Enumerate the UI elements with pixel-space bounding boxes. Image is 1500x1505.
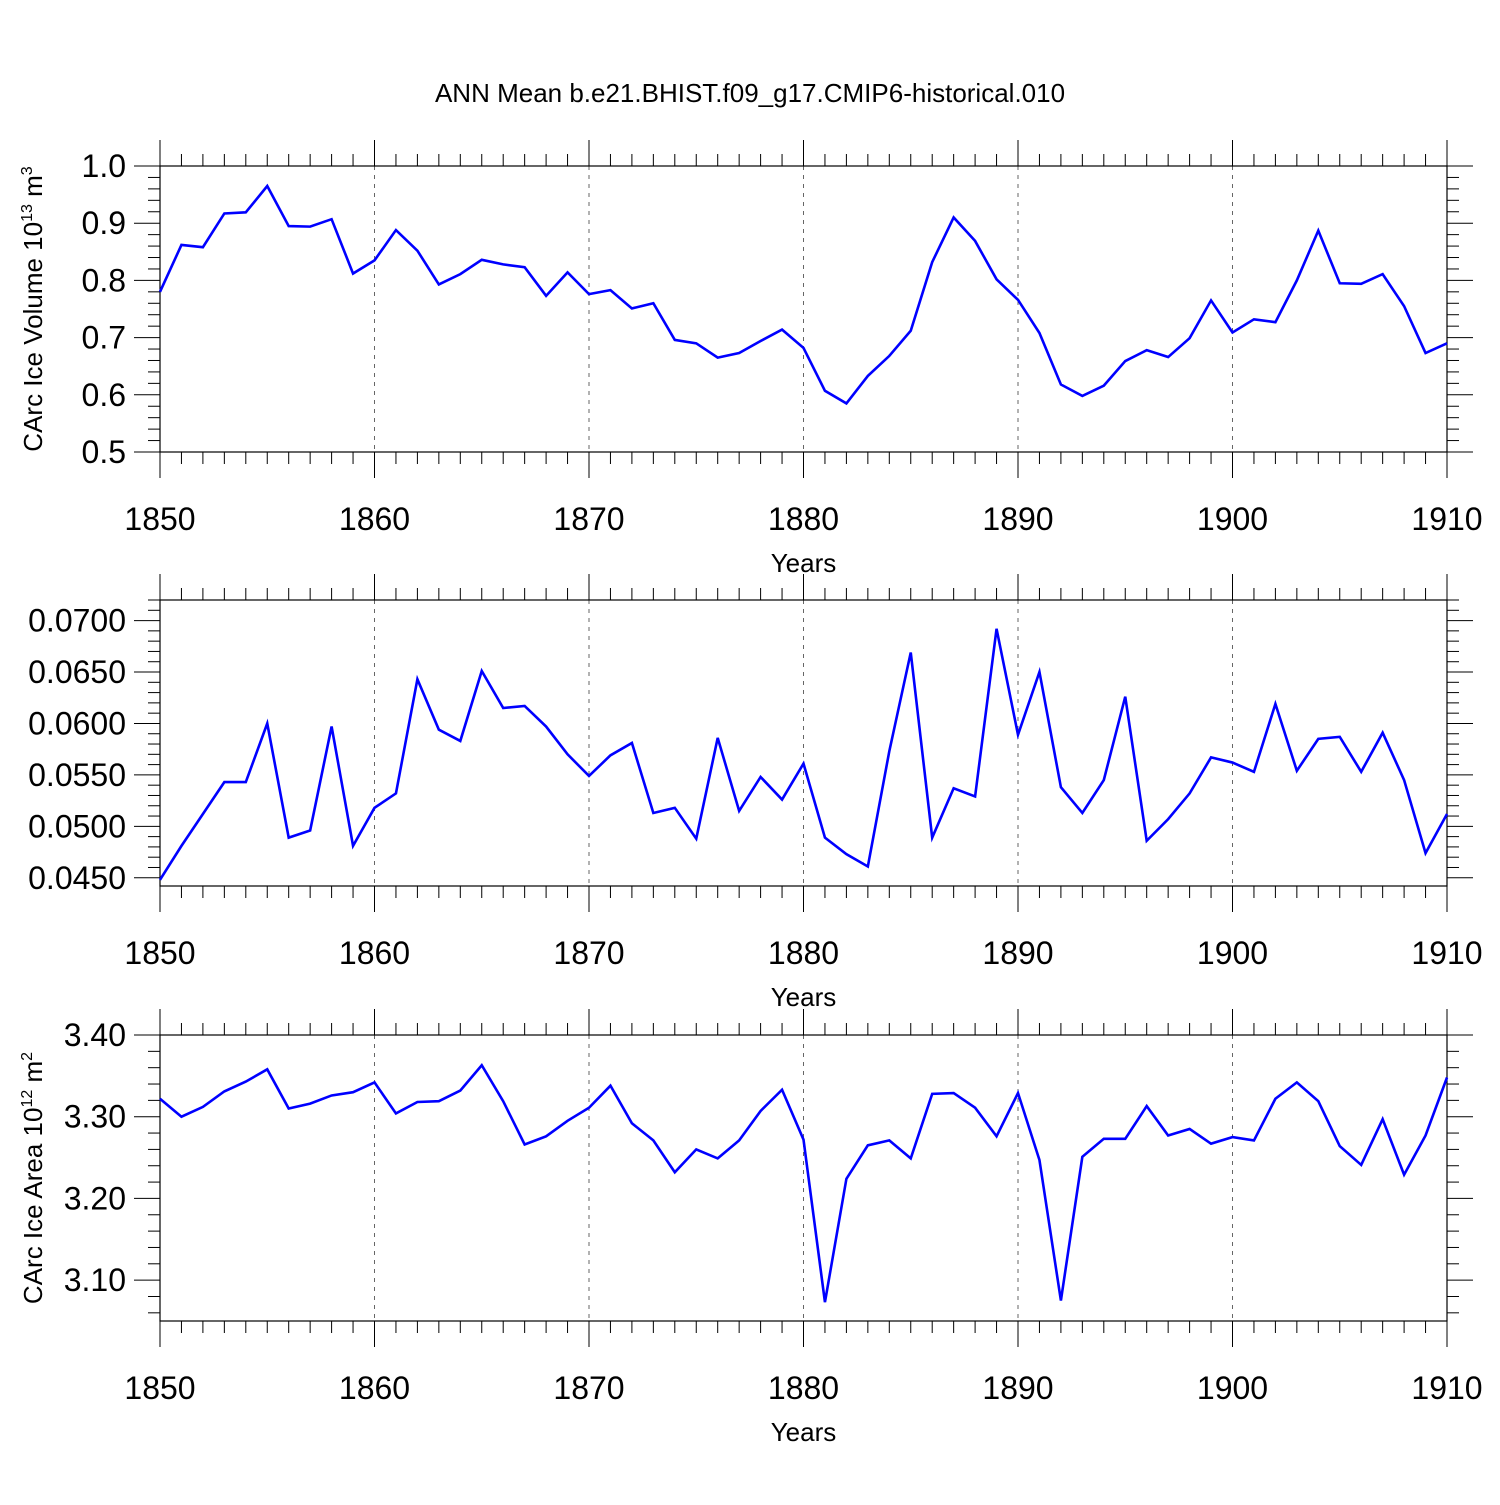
x-tick-label: 1850 bbox=[124, 935, 195, 971]
x-tick-label: 1870 bbox=[553, 501, 624, 537]
y-tick-label: 1.0 bbox=[82, 148, 126, 184]
y-tick-label: 0.0650 bbox=[28, 654, 126, 690]
x-tick-label: 1910 bbox=[1411, 501, 1482, 537]
x-tick-label: 1890 bbox=[982, 935, 1053, 971]
chart-title: ANN Mean b.e21.BHIST.f09_g17.CMIP6-histo… bbox=[435, 78, 1065, 108]
x-tick-label: 1910 bbox=[1411, 935, 1482, 971]
x-axis-title: Years bbox=[771, 548, 837, 578]
y-tick-label: 3.30 bbox=[64, 1099, 126, 1135]
x-axis-title: Years bbox=[771, 982, 837, 1012]
panel-2: 1850 1860 1870 1880 1890 1900 1910 0.0450 0.0500… bbox=[28, 574, 1483, 1012]
x-tick-label: 1870 bbox=[553, 935, 624, 971]
y-tick-label: 0.0700 bbox=[28, 603, 126, 639]
y-tick-label: 0.0550 bbox=[28, 757, 126, 793]
x-tick-label: 1880 bbox=[768, 935, 839, 971]
x-tick-label: 1890 bbox=[982, 501, 1053, 537]
x-tick-label: 1900 bbox=[1197, 1370, 1268, 1406]
x-tick-label: 1880 bbox=[768, 1370, 839, 1406]
panel-1: 1850 1860 1870 1880 1890 1900 1910 0.5 0.6 0.7 0.8… bbox=[18, 140, 1483, 578]
x-tick-label: 1860 bbox=[339, 935, 410, 971]
x-axis-title: Years bbox=[771, 1417, 837, 1447]
y-tick-label: 0.0500 bbox=[28, 808, 126, 844]
y-tick-label: 0.0600 bbox=[28, 705, 126, 741]
x-tick-label: 1890 bbox=[982, 1370, 1053, 1406]
x-tick-label: 1870 bbox=[553, 1370, 624, 1406]
series-line bbox=[158, 628, 1449, 881]
y-tick-label: 3.40 bbox=[64, 1017, 126, 1053]
y-tick-label: 3.10 bbox=[64, 1262, 126, 1298]
series-line bbox=[159, 1063, 1449, 1303]
x-tick-label: 1860 bbox=[339, 501, 410, 537]
x-tick-label: 1850 bbox=[124, 1370, 195, 1406]
panel-3: 1850 1860 1870 1880 1890 1900 1910 3.10 3.20 3.30… bbox=[18, 1009, 1483, 1447]
y-tick-label: 3.20 bbox=[64, 1180, 126, 1216]
x-tick-label: 1910 bbox=[1411, 1370, 1482, 1406]
x-tick-label: 1900 bbox=[1197, 501, 1268, 537]
y-tick-label: 0.7 bbox=[82, 320, 126, 356]
y-axis-title: CArc Ice Area 1012 m2 bbox=[18, 1052, 48, 1304]
x-tick-label: 1880 bbox=[768, 501, 839, 537]
y-tick-label: 0.8 bbox=[82, 262, 126, 298]
y-tick-label: 0.9 bbox=[82, 205, 126, 241]
x-tick-label: 1850 bbox=[124, 501, 195, 537]
series-line bbox=[158, 183, 1448, 406]
x-tick-label: 1900 bbox=[1197, 935, 1268, 971]
x-tick-label: 1860 bbox=[339, 1370, 410, 1406]
y-tick-label: 0.0450 bbox=[28, 860, 126, 896]
y-axis-title: CArc Ice Volume 1013 m3 bbox=[18, 166, 48, 451]
y-tick-label: 0.6 bbox=[82, 377, 126, 413]
y-tick-label: 0.5 bbox=[82, 434, 126, 470]
